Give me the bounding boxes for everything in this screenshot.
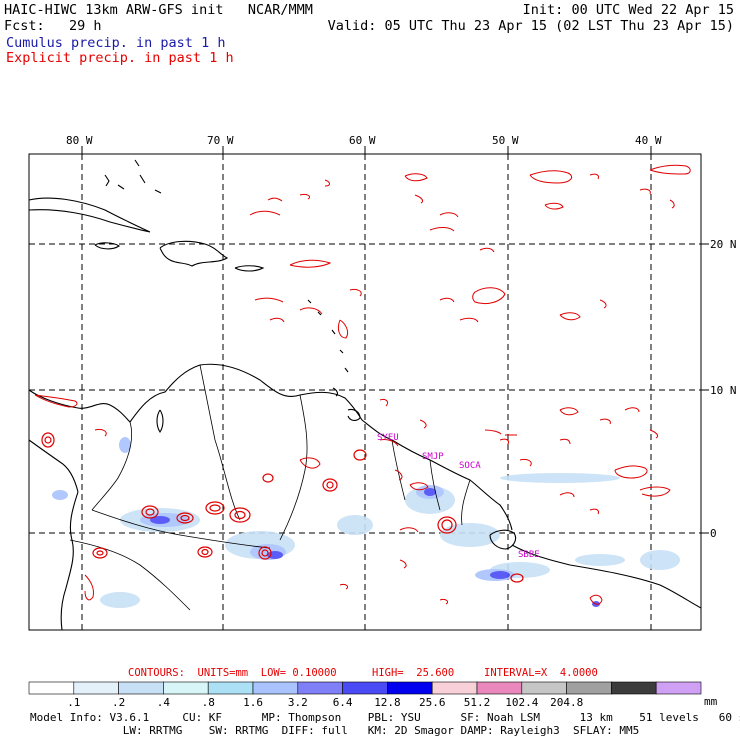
legend-tick-label: 25.6 [419, 696, 446, 709]
legend-swatch [342, 681, 388, 695]
legend-tick-label: 3.2 [287, 696, 308, 709]
coastlines [28, 159, 702, 631]
legend-swatch [163, 681, 209, 695]
explicit-precip-contours [34, 164, 691, 605]
legend-tick-label: .4 [156, 696, 171, 709]
model-info-line1: Model Info: V3.6.1 CU: KF MP: Thompson P… [30, 711, 740, 724]
legend-tick-label: 1.6 [243, 696, 263, 709]
legend-swatch [387, 681, 433, 695]
lon-label-70w: 70 W [207, 134, 234, 147]
lat-label-20n: 20 N [710, 238, 737, 251]
precip-legend-bar [28, 681, 702, 695]
lon-label-50w: 50 W [492, 134, 519, 147]
model-info-line2: LW: RRTMG SW: RRTMG DIFF: full KM: 2D Sm… [30, 724, 640, 737]
legend-swatch [431, 681, 478, 695]
forecast-hour: Fcst: 29 h [4, 18, 102, 34]
legend-swatch [476, 681, 523, 695]
legend-swatch [207, 681, 254, 695]
cumulus-precip-shading [52, 437, 680, 608]
lon-label-80w: 80 W [66, 134, 93, 147]
contour-interval: INTERVAL=X 4.0000 [484, 667, 598, 679]
legend-tick-label: 6.4 [332, 696, 353, 709]
legend-tick-label: .1 [67, 696, 81, 709]
station-syeu: SYEU [377, 433, 399, 443]
station-smjp: SMJP [422, 452, 444, 462]
valid-time: Valid: 05 UTC Thu 23 Apr 15 (02 LST Thu … [327, 18, 734, 34]
legend-swatch [566, 681, 612, 695]
legend-swatch [118, 681, 164, 695]
legend-swatch [655, 681, 702, 695]
legend-tick-label: 204.8 [550, 696, 584, 709]
legend-swatch [521, 681, 567, 695]
cumulus-precip-label: Cumulus precip. in past 1 h [6, 35, 226, 51]
legend-swatch [611, 681, 657, 695]
legend-tick-label: 12.8 [374, 696, 401, 709]
lat-label-0: 0 [710, 527, 717, 540]
legend-tick-label: .8 [201, 696, 215, 709]
legend-unit: mm [704, 695, 718, 708]
legend-swatch [28, 681, 75, 695]
contour-high: HIGH= 25.600 [372, 667, 455, 679]
contour-units: CONTOURS: UNITS=mm LOW= 0.10000 [128, 667, 337, 679]
legend-tick-label: 51.2 [463, 696, 491, 709]
legend-swatch [252, 681, 299, 695]
lon-label-60w: 60 W [349, 134, 376, 147]
model-title: HAIC-HIWC 13km ARW-GFS init NCAR/MMM [4, 2, 313, 18]
explicit-precip-label: Explicit precip. in past 1 h [6, 50, 234, 66]
init-time: Init: 00 UTC Wed 22 Apr 15 [522, 2, 734, 18]
station-sbbe: SBBE [518, 550, 540, 560]
legend-swatch [73, 681, 119, 695]
legend-tick-label: 102.4 [505, 696, 539, 709]
lat-label-10n: 10 N [710, 384, 737, 397]
legend-swatch [297, 681, 343, 695]
legend-tick-label: .2 [112, 696, 126, 709]
station-soca: SOCA [459, 461, 481, 471]
lon-label-40w: 40 W [635, 134, 662, 147]
